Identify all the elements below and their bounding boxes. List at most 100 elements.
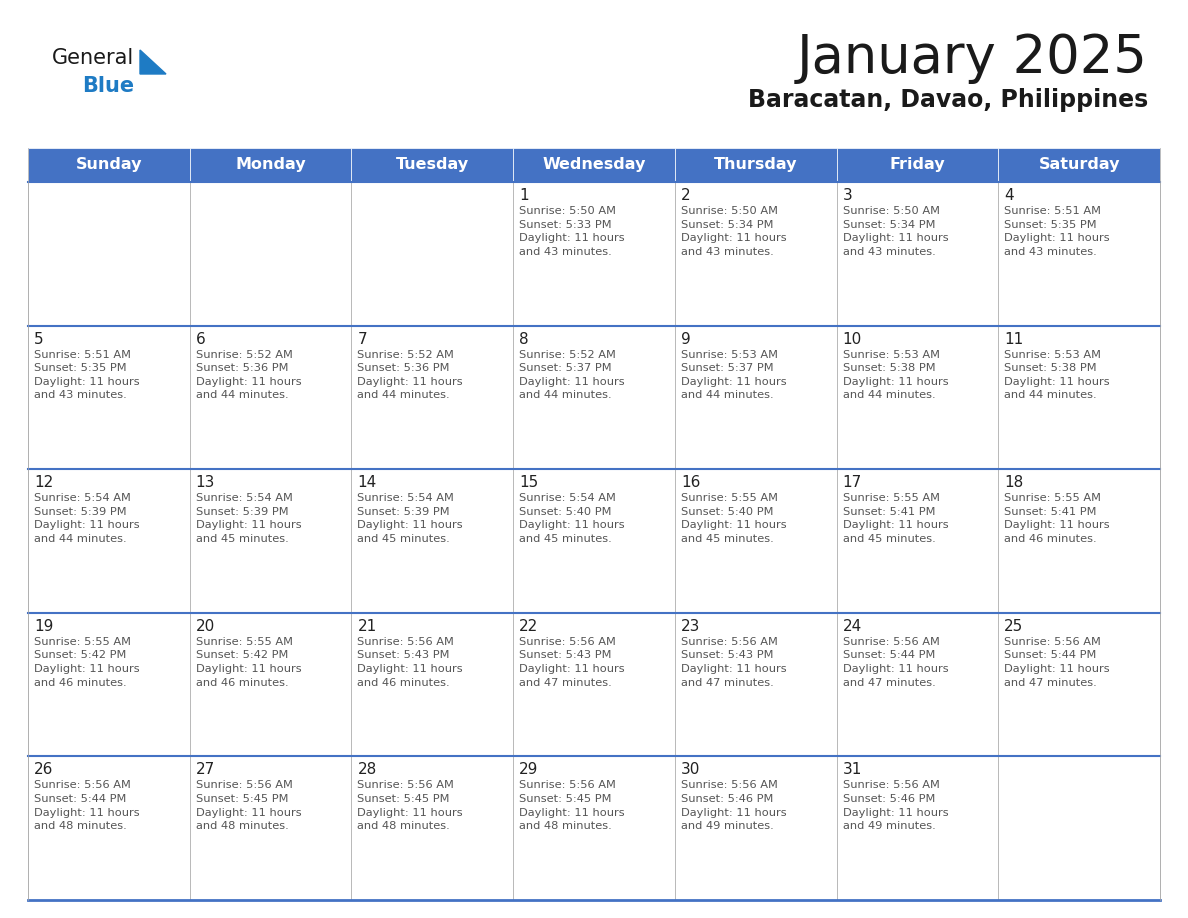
Bar	[352, 326, 513, 469]
Bar	[513, 148, 675, 182]
Text: Sunrise: 5:56 AM
Sunset: 5:43 PM
Daylight: 11 hours
and 47 minutes.: Sunrise: 5:56 AM Sunset: 5:43 PM Dayligh…	[519, 637, 625, 688]
Text: 3: 3	[842, 188, 852, 203]
Bar	[836, 469, 998, 613]
Text: Sunrise: 5:52 AM
Sunset: 5:37 PM
Daylight: 11 hours
and 44 minutes.: Sunrise: 5:52 AM Sunset: 5:37 PM Dayligh…	[519, 350, 625, 400]
Text: Sunrise: 5:51 AM
Sunset: 5:35 PM
Daylight: 11 hours
and 43 minutes.: Sunrise: 5:51 AM Sunset: 5:35 PM Dayligh…	[34, 350, 140, 400]
Text: Sunrise: 5:50 AM
Sunset: 5:33 PM
Daylight: 11 hours
and 43 minutes.: Sunrise: 5:50 AM Sunset: 5:33 PM Dayligh…	[519, 206, 625, 257]
Text: 31: 31	[842, 763, 862, 778]
Text: Sunrise: 5:55 AM
Sunset: 5:42 PM
Daylight: 11 hours
and 46 minutes.: Sunrise: 5:55 AM Sunset: 5:42 PM Dayligh…	[196, 637, 302, 688]
Text: 11: 11	[1004, 331, 1024, 347]
Text: 26: 26	[34, 763, 53, 778]
Bar	[998, 613, 1159, 756]
Bar	[836, 148, 998, 182]
Bar	[29, 469, 190, 613]
Text: 18: 18	[1004, 476, 1024, 490]
Bar	[29, 326, 190, 469]
Text: Saturday: Saturday	[1038, 158, 1120, 173]
Text: 23: 23	[681, 619, 700, 633]
Bar	[513, 182, 675, 326]
Text: Sunrise: 5:53 AM
Sunset: 5:38 PM
Daylight: 11 hours
and 44 minutes.: Sunrise: 5:53 AM Sunset: 5:38 PM Dayligh…	[842, 350, 948, 400]
Text: Sunrise: 5:50 AM
Sunset: 5:34 PM
Daylight: 11 hours
and 43 minutes.: Sunrise: 5:50 AM Sunset: 5:34 PM Dayligh…	[681, 206, 786, 257]
Text: Sunrise: 5:55 AM
Sunset: 5:40 PM
Daylight: 11 hours
and 45 minutes.: Sunrise: 5:55 AM Sunset: 5:40 PM Dayligh…	[681, 493, 786, 544]
Bar	[513, 613, 675, 756]
Bar	[675, 148, 836, 182]
Text: Sunrise: 5:56 AM
Sunset: 5:46 PM
Daylight: 11 hours
and 49 minutes.: Sunrise: 5:56 AM Sunset: 5:46 PM Dayligh…	[842, 780, 948, 831]
Bar	[675, 613, 836, 756]
Bar	[190, 469, 352, 613]
Text: 22: 22	[519, 619, 538, 633]
Bar	[998, 756, 1159, 900]
Text: Sunrise: 5:53 AM
Sunset: 5:37 PM
Daylight: 11 hours
and 44 minutes.: Sunrise: 5:53 AM Sunset: 5:37 PM Dayligh…	[681, 350, 786, 400]
Bar	[998, 148, 1159, 182]
Bar	[29, 613, 190, 756]
Text: 12: 12	[34, 476, 53, 490]
Text: Sunrise: 5:55 AM
Sunset: 5:41 PM
Daylight: 11 hours
and 46 minutes.: Sunrise: 5:55 AM Sunset: 5:41 PM Dayligh…	[1004, 493, 1110, 544]
Text: Sunday: Sunday	[76, 158, 143, 173]
Text: Friday: Friday	[890, 158, 946, 173]
Bar	[352, 756, 513, 900]
Text: 30: 30	[681, 763, 700, 778]
Text: 6: 6	[196, 331, 206, 347]
Text: Sunrise: 5:54 AM
Sunset: 5:40 PM
Daylight: 11 hours
and 45 minutes.: Sunrise: 5:54 AM Sunset: 5:40 PM Dayligh…	[519, 493, 625, 544]
Text: Sunrise: 5:54 AM
Sunset: 5:39 PM
Daylight: 11 hours
and 45 minutes.: Sunrise: 5:54 AM Sunset: 5:39 PM Dayligh…	[196, 493, 302, 544]
Bar	[513, 756, 675, 900]
Bar	[190, 182, 352, 326]
Bar	[675, 182, 836, 326]
Bar	[352, 469, 513, 613]
Text: 2: 2	[681, 188, 690, 203]
Bar	[29, 756, 190, 900]
Text: 28: 28	[358, 763, 377, 778]
Text: Sunrise: 5:56 AM
Sunset: 5:46 PM
Daylight: 11 hours
and 49 minutes.: Sunrise: 5:56 AM Sunset: 5:46 PM Dayligh…	[681, 780, 786, 831]
Bar	[513, 469, 675, 613]
Text: Sunrise: 5:55 AM
Sunset: 5:42 PM
Daylight: 11 hours
and 46 minutes.: Sunrise: 5:55 AM Sunset: 5:42 PM Dayligh…	[34, 637, 140, 688]
Text: 5: 5	[34, 331, 44, 347]
Text: 8: 8	[519, 331, 529, 347]
Text: Monday: Monday	[235, 158, 305, 173]
Text: 16: 16	[681, 476, 700, 490]
Bar	[352, 613, 513, 756]
Text: 13: 13	[196, 476, 215, 490]
Bar	[513, 326, 675, 469]
Text: 17: 17	[842, 476, 861, 490]
Bar	[190, 326, 352, 469]
Text: Thursday: Thursday	[714, 158, 797, 173]
Bar	[190, 756, 352, 900]
Text: 7: 7	[358, 331, 367, 347]
Text: 14: 14	[358, 476, 377, 490]
Text: Sunrise: 5:56 AM
Sunset: 5:44 PM
Daylight: 11 hours
and 48 minutes.: Sunrise: 5:56 AM Sunset: 5:44 PM Dayligh…	[34, 780, 140, 831]
Bar	[836, 756, 998, 900]
Text: 19: 19	[34, 619, 53, 633]
Text: Sunrise: 5:56 AM
Sunset: 5:45 PM
Daylight: 11 hours
and 48 minutes.: Sunrise: 5:56 AM Sunset: 5:45 PM Dayligh…	[196, 780, 302, 831]
Text: Sunrise: 5:56 AM
Sunset: 5:43 PM
Daylight: 11 hours
and 47 minutes.: Sunrise: 5:56 AM Sunset: 5:43 PM Dayligh…	[681, 637, 786, 688]
Text: Sunrise: 5:52 AM
Sunset: 5:36 PM
Daylight: 11 hours
and 44 minutes.: Sunrise: 5:52 AM Sunset: 5:36 PM Dayligh…	[358, 350, 463, 400]
Text: Sunrise: 5:56 AM
Sunset: 5:45 PM
Daylight: 11 hours
and 48 minutes.: Sunrise: 5:56 AM Sunset: 5:45 PM Dayligh…	[519, 780, 625, 831]
Bar	[675, 756, 836, 900]
Text: Sunrise: 5:54 AM
Sunset: 5:39 PM
Daylight: 11 hours
and 45 minutes.: Sunrise: 5:54 AM Sunset: 5:39 PM Dayligh…	[358, 493, 463, 544]
Text: Sunrise: 5:52 AM
Sunset: 5:36 PM
Daylight: 11 hours
and 44 minutes.: Sunrise: 5:52 AM Sunset: 5:36 PM Dayligh…	[196, 350, 302, 400]
Bar	[998, 326, 1159, 469]
Bar	[352, 148, 513, 182]
Bar	[675, 469, 836, 613]
Text: 4: 4	[1004, 188, 1013, 203]
Text: Sunrise: 5:51 AM
Sunset: 5:35 PM
Daylight: 11 hours
and 43 minutes.: Sunrise: 5:51 AM Sunset: 5:35 PM Dayligh…	[1004, 206, 1110, 257]
Text: Wednesday: Wednesday	[542, 158, 646, 173]
Text: Sunrise: 5:56 AM
Sunset: 5:43 PM
Daylight: 11 hours
and 46 minutes.: Sunrise: 5:56 AM Sunset: 5:43 PM Dayligh…	[358, 637, 463, 688]
Text: 27: 27	[196, 763, 215, 778]
Text: Sunrise: 5:54 AM
Sunset: 5:39 PM
Daylight: 11 hours
and 44 minutes.: Sunrise: 5:54 AM Sunset: 5:39 PM Dayligh…	[34, 493, 140, 544]
Text: General: General	[52, 48, 134, 68]
Text: 9: 9	[681, 331, 690, 347]
Text: 10: 10	[842, 331, 861, 347]
Text: January 2025: January 2025	[797, 32, 1148, 84]
Text: 25: 25	[1004, 619, 1024, 633]
Text: Sunrise: 5:50 AM
Sunset: 5:34 PM
Daylight: 11 hours
and 43 minutes.: Sunrise: 5:50 AM Sunset: 5:34 PM Dayligh…	[842, 206, 948, 257]
Bar	[836, 613, 998, 756]
Text: 21: 21	[358, 619, 377, 633]
Text: 20: 20	[196, 619, 215, 633]
Bar	[352, 182, 513, 326]
Text: Sunrise: 5:55 AM
Sunset: 5:41 PM
Daylight: 11 hours
and 45 minutes.: Sunrise: 5:55 AM Sunset: 5:41 PM Dayligh…	[842, 493, 948, 544]
Bar	[675, 326, 836, 469]
Bar	[29, 148, 190, 182]
Bar	[190, 148, 352, 182]
Bar	[836, 326, 998, 469]
Text: Sunrise: 5:56 AM
Sunset: 5:44 PM
Daylight: 11 hours
and 47 minutes.: Sunrise: 5:56 AM Sunset: 5:44 PM Dayligh…	[1004, 637, 1110, 688]
